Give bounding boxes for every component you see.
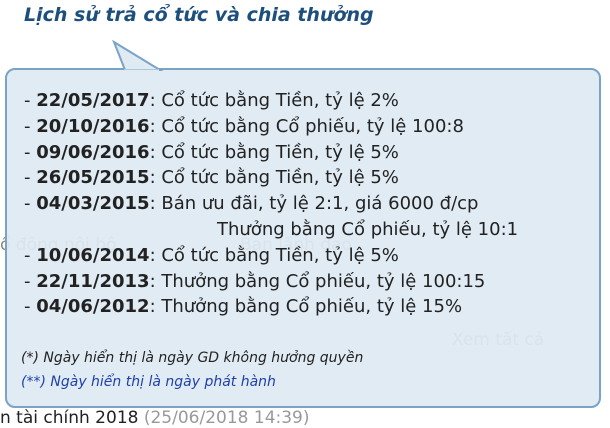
entry-marker: - <box>24 270 31 292</box>
entry-text: : Cổ tức bằng Tiền, tỷ lệ 2% <box>149 90 399 111</box>
entry-date: 04/06/2012 <box>36 296 150 318</box>
entry-date: 04/03/2015 <box>36 193 150 215</box>
tooltip-title: Lịch sử trả cổ tức và chia thưởng <box>24 4 374 26</box>
entry-text: : Cổ tức bằng Tiền, tỷ lệ 5% <box>149 141 399 163</box>
dividend-entry: - 26/05/2015: Cổ tức bằng Tiền, tỷ lệ 5% <box>24 167 399 188</box>
entry-text: : Cổ tức bằng Tiền, tỷ lệ 5% <box>149 167 399 189</box>
entry-marker: - <box>24 193 31 215</box>
entry-date: 26/05/2015 <box>36 167 150 189</box>
entry-date: 09/06/2016 <box>36 141 150 163</box>
dividend-entry: - 04/03/2015: Bán ưu đãi, tỷ lệ 2:1, giá… <box>24 193 478 214</box>
dividend-entry: - 04/06/2012: Thưởng bằng Cổ phiếu, tỷ l… <box>24 296 462 317</box>
dividend-entry: - 09/06/2016: Cổ tức bằng Tiền, tỷ lệ 5% <box>24 142 399 163</box>
news-title-text[interactable]: n tài chính 2018 <box>0 408 139 428</box>
footnote: (*) Ngày hiển thị là ngày GD không hưởng… <box>21 350 364 366</box>
dividend-entry: - 22/05/2017: Cổ tức bằng Tiền, tỷ lệ 2% <box>24 90 399 111</box>
entry-date: 20/10/2016 <box>36 115 150 137</box>
entry-date: 22/05/2017 <box>36 90 150 111</box>
entry-text: : Thưởng bằng Cổ phiếu, tỷ lệ 100:15 <box>149 270 486 292</box>
entry-marker: - <box>24 167 31 189</box>
footnote: (**) Ngày hiển thị là ngày phát hành <box>21 374 276 390</box>
entry-marker: - <box>24 90 31 111</box>
dividend-entry: - 20/10/2016: Cổ tức bằng Cổ phiếu, tỷ l… <box>24 116 464 137</box>
news-time: (25/06/2018 14:39) <box>143 408 310 428</box>
dividend-entry: - 22/11/2013: Thưởng bằng Cổ phiếu, tỷ l… <box>24 271 485 292</box>
news-title[interactable]: n tài chính 2018 (25/06/2018 14:39) <box>0 408 310 428</box>
entry-text: : Bán ưu đãi, tỷ lệ 2:1, giá 6000 đ/cp <box>149 193 479 215</box>
entry-text: : Cổ tức bằng Cổ phiếu, tỷ lệ 100:8 <box>149 115 464 137</box>
tooltip-pointer <box>112 40 164 72</box>
entry-marker: - <box>24 115 31 137</box>
entry-date: 10/06/2014 <box>36 244 150 266</box>
entry-text: : Cổ tức bằng Tiền, tỷ lệ 5% <box>149 244 399 266</box>
entry-marker: - <box>24 141 31 163</box>
entry-text-continued: Thưởng bằng Cổ phiếu, tỷ lệ 10:1 <box>217 219 519 240</box>
entry-marker: - <box>24 296 31 318</box>
entry-marker: - <box>24 244 31 266</box>
dividend-entry: - 10/06/2014: Cổ tức bằng Tiền, tỷ lệ 5% <box>24 245 399 266</box>
tooltip-box: - 22/05/2017: Cổ tức bằng Tiền, tỷ lệ 2%… <box>5 68 601 408</box>
entry-text: : Thưởng bằng Cổ phiếu, tỷ lệ 15% <box>149 296 463 318</box>
entry-date: 22/11/2013 <box>36 270 150 292</box>
